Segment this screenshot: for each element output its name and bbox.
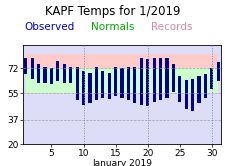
Bar bbox=[94, 67, 98, 100]
X-axis label: January 2019: January 2019 bbox=[92, 159, 151, 166]
Bar bbox=[120, 68, 123, 98]
Bar bbox=[145, 59, 149, 106]
Bar bbox=[133, 67, 136, 103]
Bar bbox=[107, 73, 110, 99]
Bar bbox=[101, 71, 104, 98]
Text: KAPF Temps for 1/2019: KAPF Temps for 1/2019 bbox=[45, 5, 180, 18]
Bar bbox=[69, 67, 72, 83]
Bar bbox=[62, 64, 66, 83]
Bar bbox=[114, 67, 117, 96]
Bar bbox=[171, 64, 174, 92]
Text: Normals: Normals bbox=[91, 22, 134, 32]
Bar bbox=[43, 67, 46, 83]
Bar bbox=[56, 61, 59, 82]
Bar bbox=[152, 58, 155, 102]
Bar bbox=[37, 64, 40, 83]
Bar bbox=[190, 79, 193, 111]
Bar bbox=[216, 62, 219, 82]
Text: Observed: Observed bbox=[25, 22, 74, 32]
Bar bbox=[184, 80, 187, 109]
Bar bbox=[139, 58, 142, 105]
Bar bbox=[88, 73, 91, 103]
Bar bbox=[209, 68, 213, 89]
Bar bbox=[203, 74, 206, 98]
Bar bbox=[158, 58, 161, 100]
Bar bbox=[197, 76, 200, 103]
Bar bbox=[75, 67, 78, 100]
Bar bbox=[126, 67, 129, 100]
Bar bbox=[24, 58, 27, 74]
Bar bbox=[30, 58, 34, 79]
Bar bbox=[50, 68, 53, 84]
Bar bbox=[165, 58, 168, 98]
Bar bbox=[177, 76, 181, 102]
Text: Records: Records bbox=[150, 22, 192, 32]
Bar bbox=[82, 71, 85, 105]
